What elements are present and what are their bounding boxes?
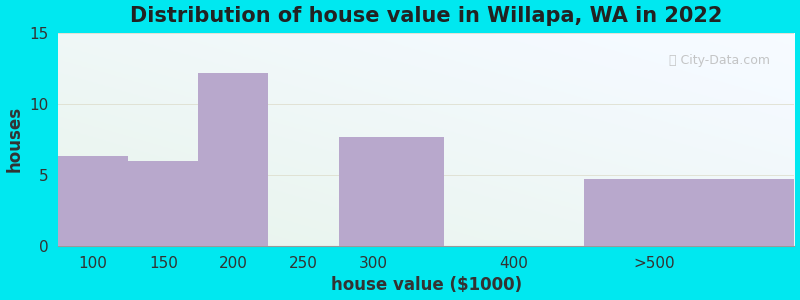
Bar [338,136,444,246]
Bar [128,161,198,246]
Bar [58,157,128,246]
X-axis label: house value ($1000): house value ($1000) [330,276,522,294]
Bar [198,73,269,246]
Text: ⓘ City-Data.com: ⓘ City-Data.com [670,54,770,67]
Title: Distribution of house value in Willapa, WA in 2022: Distribution of house value in Willapa, … [130,6,722,26]
Bar [584,179,794,246]
Y-axis label: houses: houses [6,106,23,172]
